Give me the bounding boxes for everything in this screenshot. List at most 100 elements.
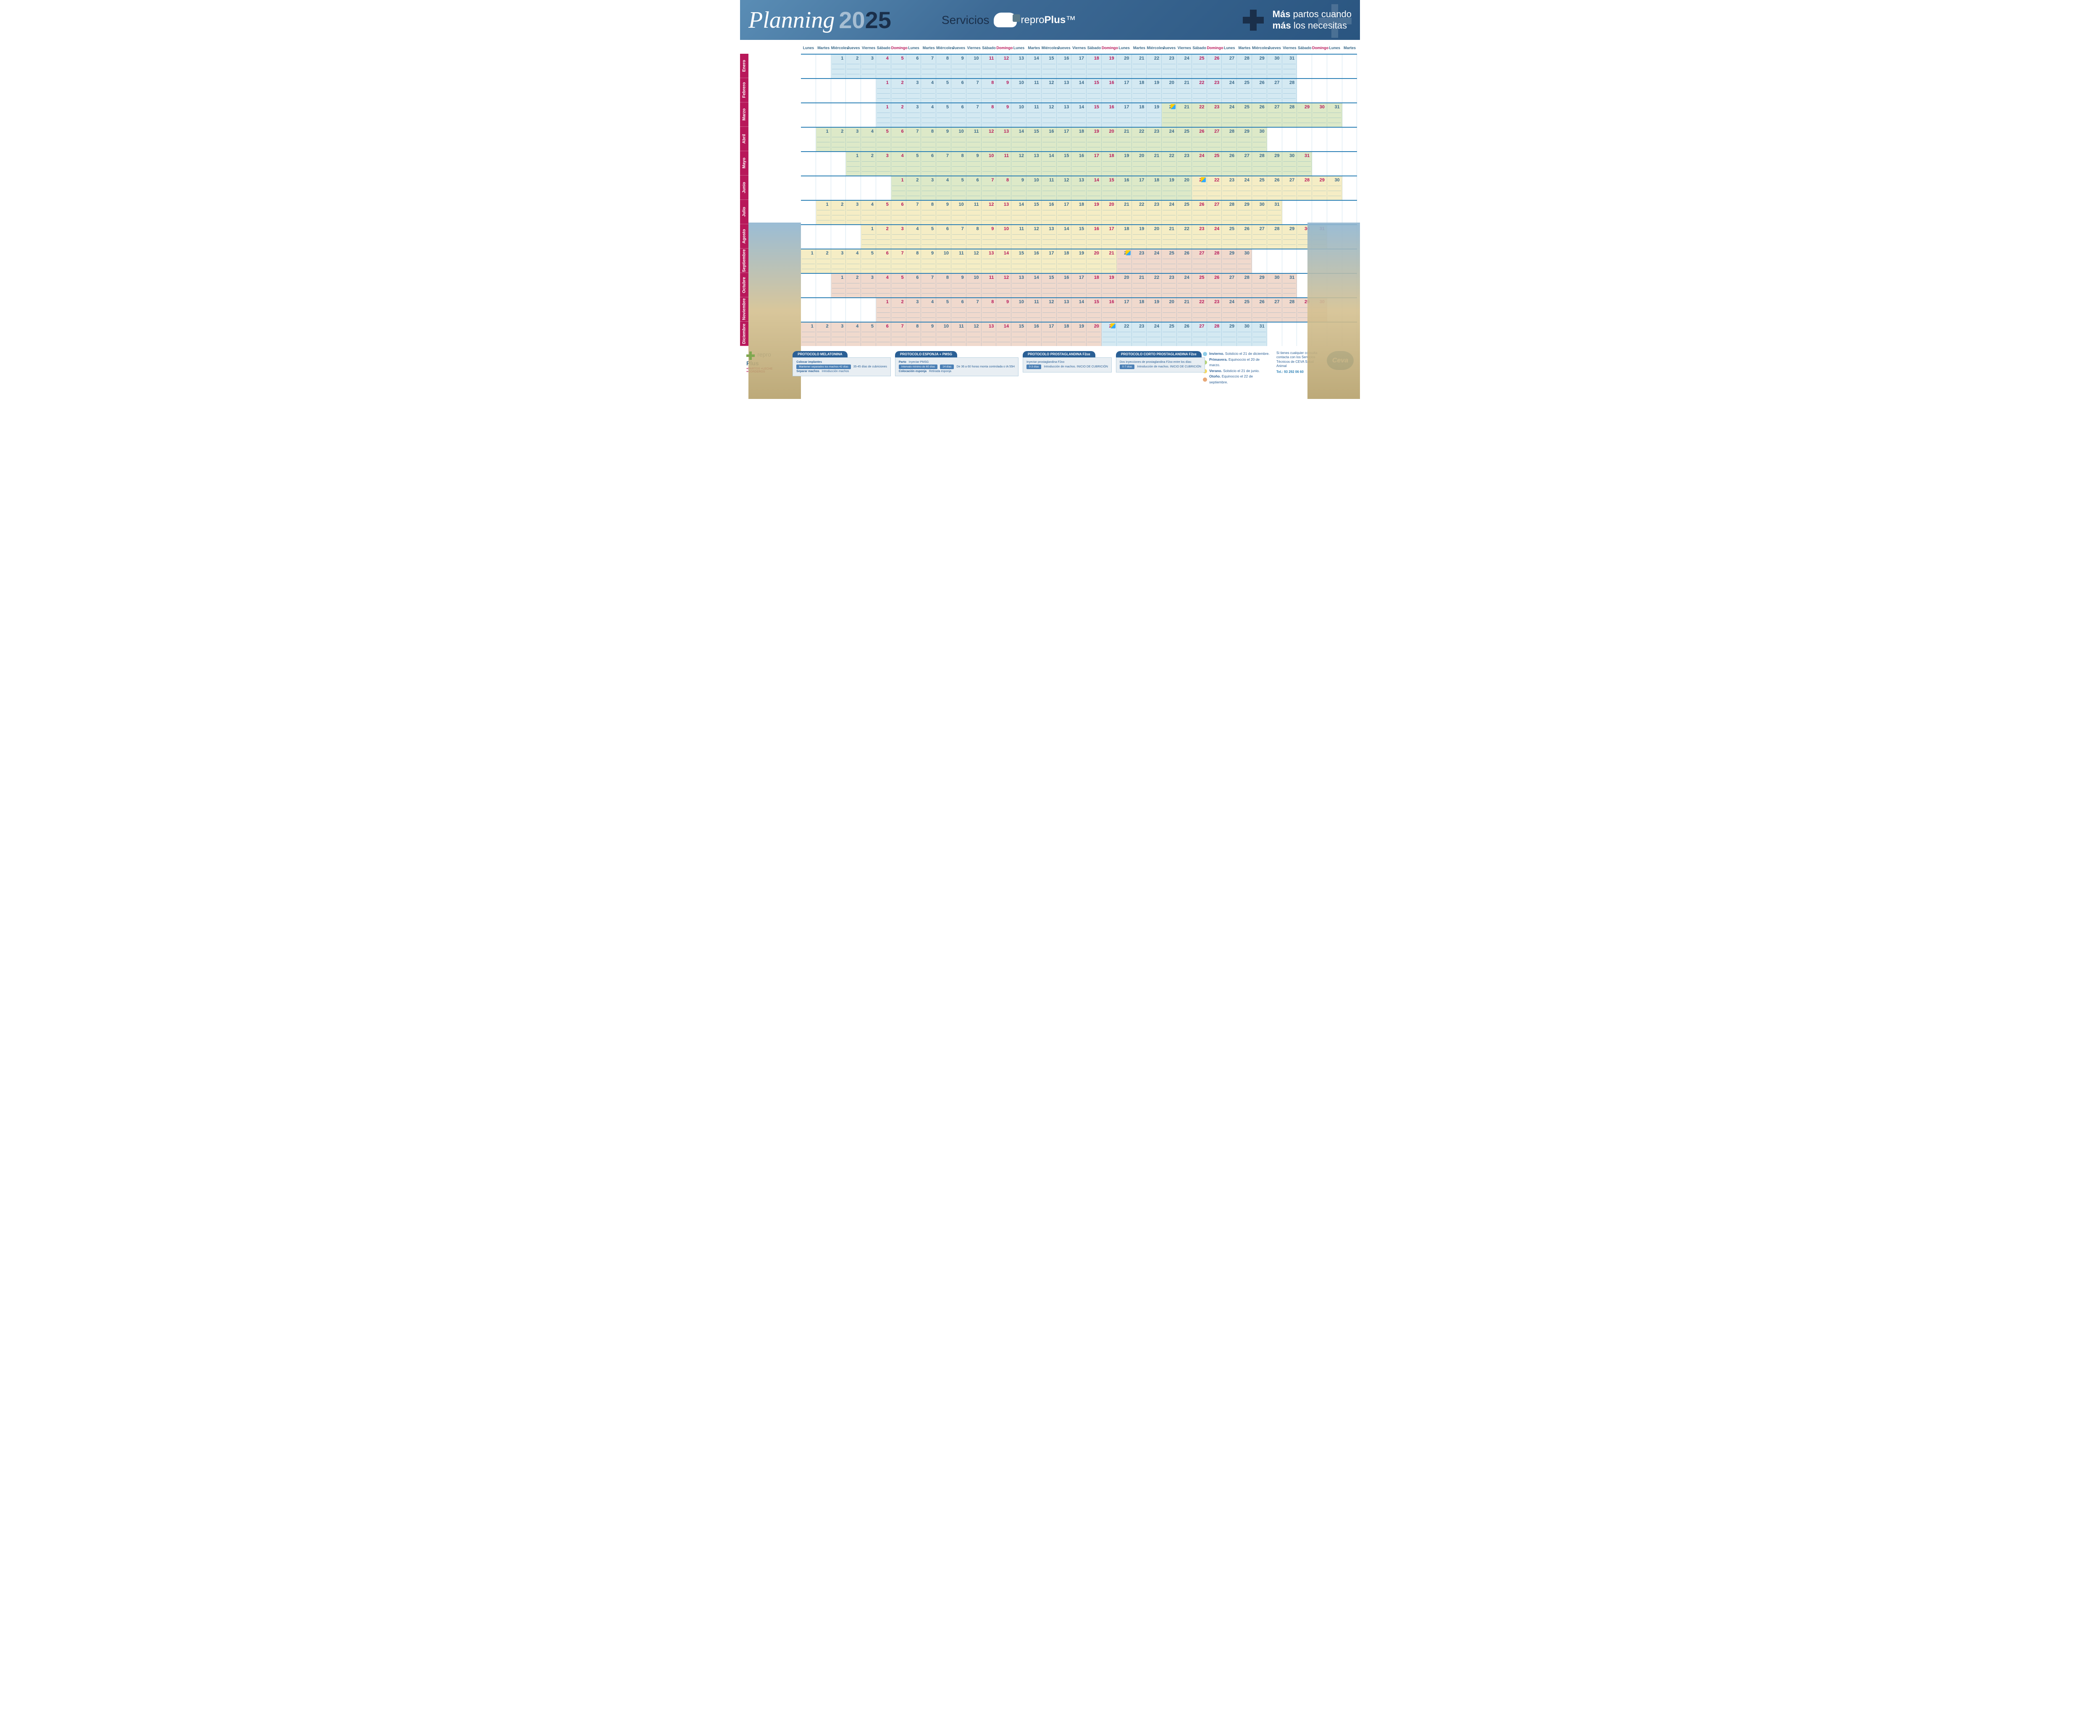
day-note-lines bbox=[1132, 110, 1147, 127]
day-note-lines bbox=[1237, 85, 1252, 102]
day-number: 10 bbox=[936, 249, 951, 256]
year-suffix: 25 bbox=[865, 7, 891, 33]
day-number: 15 bbox=[1102, 176, 1116, 183]
day-number: 2 bbox=[876, 225, 891, 231]
day-cell: 3 bbox=[876, 152, 891, 176]
day-number: 24 bbox=[1222, 79, 1236, 85]
day-cell bbox=[1327, 55, 1342, 78]
day-cell: 28 bbox=[1297, 176, 1312, 200]
day-number: 7 bbox=[891, 323, 906, 329]
day-cell: 17 bbox=[1057, 128, 1072, 151]
day-note-lines bbox=[1071, 85, 1086, 102]
day-cell: 21 bbox=[1132, 274, 1147, 297]
day-cell: 2 bbox=[831, 128, 846, 151]
day-cell: 5 bbox=[951, 176, 966, 200]
tagline2-rest: los necesitas bbox=[1291, 20, 1347, 31]
day-cell: 5 bbox=[936, 79, 951, 102]
day-cell: 22 bbox=[1147, 274, 1162, 297]
day-note-lines bbox=[801, 329, 816, 346]
day-note-lines bbox=[921, 329, 936, 346]
day-number: 3 bbox=[891, 225, 906, 231]
day-cell: 11 bbox=[1042, 176, 1057, 200]
day-number: 28 bbox=[1282, 298, 1297, 304]
day-number: 23 bbox=[1192, 225, 1207, 231]
day-cell: 14 bbox=[1026, 274, 1042, 297]
day-number: 29 bbox=[1312, 176, 1327, 183]
day-cell: 1 bbox=[801, 323, 816, 346]
day-cell: 13 bbox=[982, 323, 997, 346]
protocol-body: PartoInyectar PMSGIntervalo mínimo de 60… bbox=[895, 357, 1018, 376]
day-note-lines bbox=[936, 158, 951, 176]
day-number: 2 bbox=[846, 274, 861, 280]
day-number: 27 bbox=[1282, 176, 1297, 183]
month-label: Agosto bbox=[740, 224, 748, 249]
day-number: 14 bbox=[1026, 274, 1041, 280]
day-cell: 13 bbox=[1071, 176, 1087, 200]
day-number: 12 bbox=[966, 323, 981, 329]
legend-row: Otoño. Equinoccio el 22 de septiembre. bbox=[1203, 374, 1271, 385]
day-cell: 27 bbox=[1237, 152, 1252, 176]
day-number: 9 bbox=[921, 323, 936, 329]
day-note-lines bbox=[936, 134, 951, 151]
day-cell: 15 bbox=[1026, 128, 1042, 151]
day-cell bbox=[1327, 201, 1342, 224]
day-number: 14 bbox=[1026, 55, 1041, 61]
day-number: 2 bbox=[891, 79, 906, 85]
day-number: 6 bbox=[951, 79, 966, 85]
day-cell: 8 bbox=[936, 274, 951, 297]
day-cell: 29 bbox=[1237, 128, 1252, 151]
day-number: 4 bbox=[846, 323, 861, 329]
day-cell: 3 bbox=[831, 249, 846, 273]
day-number: 7 bbox=[906, 201, 921, 207]
day-number: 11 bbox=[982, 274, 996, 280]
day-number: 27 bbox=[1192, 249, 1207, 256]
day-number: 11 bbox=[1026, 103, 1041, 110]
day-number: 1 bbox=[876, 79, 891, 85]
day-number: 21 bbox=[1117, 201, 1131, 207]
day-note-lines bbox=[1192, 280, 1207, 297]
day-number: 3 bbox=[876, 152, 891, 158]
plus-text: Plus bbox=[1045, 14, 1066, 26]
legend-text: Invierno. Solsticio el 21 de diciembre. bbox=[1209, 351, 1270, 357]
day-note-lines bbox=[1071, 207, 1086, 224]
day-note-lines bbox=[982, 110, 996, 127]
day-cell: 8 bbox=[982, 79, 997, 102]
day-number: 9 bbox=[951, 274, 966, 280]
day-number: 16 bbox=[1026, 249, 1041, 256]
day-note-lines bbox=[816, 134, 831, 151]
day-number: 21 bbox=[1162, 225, 1176, 231]
day-note-lines bbox=[1162, 304, 1176, 322]
day-note-lines bbox=[1071, 110, 1086, 127]
day-number: 6 bbox=[921, 152, 936, 158]
day-note-lines bbox=[1267, 61, 1282, 78]
days-container: 1234567891011121314151617181920212223242… bbox=[801, 176, 1357, 200]
day-cell: 31 bbox=[1327, 103, 1342, 127]
day-cell: 27 bbox=[1267, 103, 1282, 127]
day-cell: 5 bbox=[891, 274, 906, 297]
day-note-lines bbox=[891, 110, 906, 127]
day-note-lines bbox=[1177, 231, 1192, 249]
day-number: 24 bbox=[1162, 201, 1176, 207]
day-note-lines bbox=[1087, 61, 1101, 78]
day-cell: 2 bbox=[876, 225, 891, 249]
day-number: 6 bbox=[936, 225, 951, 231]
day-cell bbox=[1282, 249, 1297, 273]
day-note-lines bbox=[1267, 110, 1282, 127]
month-row: Agosto1234567891011121314151617181920212… bbox=[740, 224, 1360, 249]
day-cell: 11 bbox=[951, 249, 966, 273]
day-note-lines bbox=[1282, 183, 1297, 200]
day-note-lines bbox=[1312, 110, 1327, 127]
day-cell: 7 bbox=[891, 249, 906, 273]
day-number: 1 bbox=[801, 323, 816, 329]
day-number: 2 bbox=[816, 249, 831, 256]
day-cell: 23 bbox=[1147, 128, 1162, 151]
day-note-lines bbox=[1192, 256, 1207, 273]
day-note-lines bbox=[1252, 134, 1267, 151]
day-note-lines bbox=[1087, 110, 1101, 127]
day-note-lines bbox=[1237, 231, 1252, 249]
day-cell bbox=[861, 298, 876, 322]
day-number: 13 bbox=[996, 201, 1011, 207]
day-note-lines bbox=[906, 158, 921, 176]
day-note-lines bbox=[891, 61, 906, 78]
day-number: 5 bbox=[876, 201, 891, 207]
